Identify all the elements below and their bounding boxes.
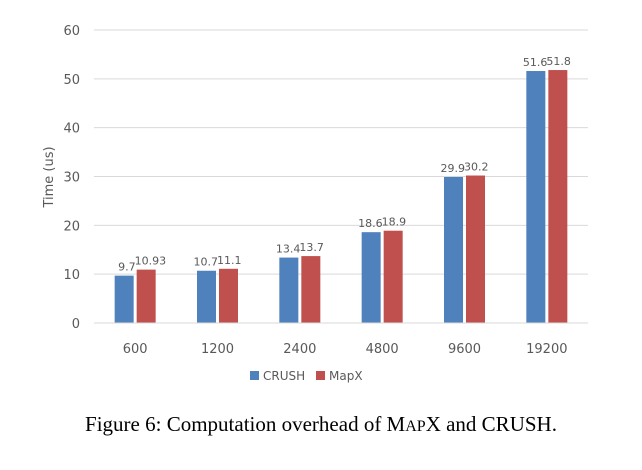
data-label: 13.4 xyxy=(276,243,301,256)
bar-crush-4800 xyxy=(361,232,381,323)
y-tick-label: 0 xyxy=(72,317,80,332)
x-tick-label: 4800 xyxy=(366,342,399,357)
bar-chart: 0 10 20 30 40 50 60 9.7 10.93 10.7 11.1 13.4 13.7 18… xyxy=(42,24,588,383)
data-label: 10.7 xyxy=(194,256,219,269)
y-tick-label: 30 xyxy=(63,171,80,186)
bar-mapx-4800 xyxy=(383,230,403,323)
data-label: 18.9 xyxy=(382,216,407,229)
bar-crush-19200 xyxy=(526,71,546,324)
legend-swatch xyxy=(316,371,325,380)
legend-label: CRUSH xyxy=(263,369,305,383)
gridlines xyxy=(94,29,588,275)
y-tick-label: 10 xyxy=(63,268,80,283)
bar-crush-9600 xyxy=(444,176,463,323)
bar-mapx-19200 xyxy=(548,70,568,323)
data-label: 51.8 xyxy=(546,55,571,68)
y-tick-label: 50 xyxy=(63,73,80,88)
data-labels: 9.7 10.93 10.7 11.1 13.4 13.7 18.6 18.9 29.9 30.2… xyxy=(118,55,571,274)
caption-prefix: Figure 6: Computation overhead of M xyxy=(85,412,406,436)
bars xyxy=(114,70,568,324)
caption-suffix: X and CRUSH. xyxy=(425,412,557,436)
data-label: 18.6 xyxy=(358,217,383,230)
caption-smallcaps: AP xyxy=(405,418,426,435)
x-tick-label: 19200 xyxy=(526,342,567,357)
data-label: 9.7 xyxy=(118,261,136,274)
bar-crush-2400 xyxy=(279,257,299,323)
y-tick-label: 60 xyxy=(63,24,80,39)
data-label: 10.93 xyxy=(135,255,167,268)
x-tick-label: 2400 xyxy=(283,342,316,357)
bar-crush-1200 xyxy=(197,270,216,323)
legend-swatch xyxy=(250,371,259,380)
x-tick-label: 9600 xyxy=(448,342,481,357)
x-tick-label: 1200 xyxy=(201,342,234,357)
data-label: 29.9 xyxy=(441,162,466,175)
legend-label: MapX xyxy=(329,369,363,383)
bar-mapx-1200 xyxy=(219,268,238,323)
figure-caption: Figure 6: Computation overhead of MAPX a… xyxy=(0,412,642,437)
y-tick-label: 40 xyxy=(63,122,80,137)
bar-mapx-9600 xyxy=(466,175,485,323)
data-label: 11.1 xyxy=(217,254,242,267)
y-tick-label: 20 xyxy=(63,219,80,234)
bar-crush-600 xyxy=(114,275,134,323)
x-tick-label: 600 xyxy=(123,342,148,357)
bar-mapx-600 xyxy=(136,269,156,323)
y-tick-labels: 0 10 20 30 40 50 60 xyxy=(63,24,80,332)
legend: CRUSH MapX xyxy=(250,369,363,383)
bar-mapx-2400 xyxy=(301,256,321,323)
data-label: 51.6 xyxy=(523,56,548,69)
y-axis-title: Time (us) xyxy=(42,146,57,208)
x-tick-labels: 600 1200 2400 4800 9600 19200 xyxy=(123,342,568,357)
data-label: 13.7 xyxy=(299,241,324,254)
data-label: 30.2 xyxy=(464,161,489,174)
